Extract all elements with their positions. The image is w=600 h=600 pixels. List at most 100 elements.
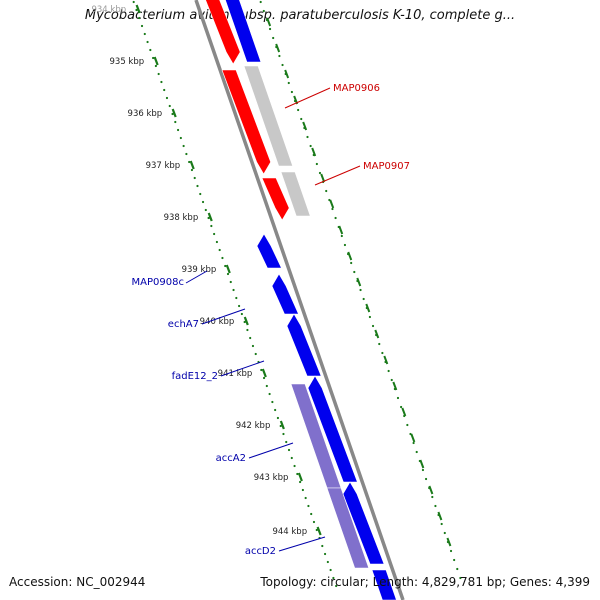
tick-labels: 934 kbp 935 kbp 936 kbp 937 kbp 938 kbp 939 k… [91, 5, 307, 537]
ring-dot [196, 184, 199, 188]
ring-dot [449, 549, 453, 553]
ring-dot [221, 256, 224, 260]
callout-line [185, 270, 208, 284]
ring-dot [340, 234, 343, 238]
gene-label-acca2[interactable]: accA2 [216, 453, 246, 464]
ring-dot [371, 324, 375, 328]
ring-dot [335, 584, 338, 588]
ring-dot [307, 504, 310, 508]
tick-label: 944 kbp [272, 527, 307, 537]
gene-label-map0908c[interactable]: MAP0908c [132, 277, 184, 288]
ring-dot [368, 315, 372, 319]
ring-dot [310, 512, 313, 516]
gene-feature-reverse[interactable] [371, 569, 397, 600]
map-title: Mycobacterium avium subsp. paratuberculo… [84, 8, 516, 23]
gene-feature-forward[interactable] [261, 177, 290, 221]
ring-dot [400, 405, 403, 409]
ring-dot [215, 240, 219, 244]
ring-dot [390, 378, 393, 382]
ring-dot [235, 296, 238, 300]
ring-dot [329, 568, 332, 572]
ring-dot [326, 560, 329, 564]
ring-dot [207, 216, 210, 220]
ring-tick [437, 511, 443, 521]
callout-line [220, 360, 265, 377]
ring-dot [343, 243, 347, 247]
ring-tick [320, 173, 326, 183]
gene-feature-grey[interactable] [243, 65, 294, 167]
tick-label: 939 kbp [182, 265, 217, 275]
ring-tick [311, 147, 317, 157]
ring-dot [243, 320, 246, 324]
callout-line [314, 165, 361, 186]
ring-dot [229, 280, 232, 284]
ring-dot [312, 520, 316, 524]
ring-tick [410, 433, 416, 443]
ring-dot [199, 192, 202, 196]
gene-feature-grey[interactable] [280, 171, 311, 217]
ring-tick [275, 43, 281, 53]
ring-dot [143, 32, 146, 36]
ring-dot [321, 544, 324, 548]
ring-dot [434, 504, 437, 508]
ring-dot [381, 351, 384, 355]
accession-text: Accession: NC_002944 [9, 575, 146, 589]
ring-dot [204, 208, 207, 212]
gene-label-map0906[interactable]: MAP0906 [333, 83, 380, 94]
ring-dot [304, 496, 307, 500]
ring-dot [459, 576, 462, 580]
gene-feature-forward[interactable] [221, 69, 272, 175]
gene-feature-reverse[interactable] [224, 0, 262, 63]
ring-dot [138, 16, 141, 20]
tick-label: 943 kbp [254, 473, 289, 483]
ring-tick [446, 537, 452, 547]
ring-dot [287, 81, 290, 85]
ring-dot [226, 272, 230, 276]
ring-tick [392, 381, 398, 391]
tick-mark [135, 4, 141, 14]
gene-feature-reverse[interactable] [307, 375, 358, 483]
callout-line [201, 308, 246, 325]
gene-label-map0907[interactable]: MAP0907 [363, 161, 410, 172]
ring-dot [163, 88, 166, 92]
ring-dot [353, 270, 356, 274]
ring-dot [246, 328, 249, 332]
gene-feature-reverse[interactable] [256, 233, 282, 269]
ring-tick [302, 121, 308, 131]
tick-mark [189, 160, 195, 170]
tick-mark [207, 212, 213, 222]
ring-dot [251, 344, 255, 348]
ring-dot [190, 168, 194, 172]
ring-dot [272, 36, 275, 40]
ring-tick [347, 251, 353, 261]
ring-dot [281, 63, 284, 67]
ring-dot [249, 336, 252, 340]
gene-label-accd2[interactable]: accD2 [245, 546, 276, 557]
gene-feature-reverse[interactable] [271, 273, 299, 315]
ring-dot [359, 288, 362, 292]
ring-dot [424, 477, 428, 481]
gene-feature-forward[interactable] [204, 0, 241, 65]
tick-mark [153, 56, 159, 66]
gene-label-echa7[interactable]: echA7 [168, 319, 199, 330]
gene-feature-purple[interactable] [326, 487, 370, 569]
ring-dot [290, 90, 293, 94]
ring-tick [374, 329, 380, 339]
ring-dot [278, 54, 281, 58]
ring-dot [165, 96, 169, 100]
genome-summary-text: Topology: circular; Length: 4,829,781 bp… [260, 575, 590, 589]
gene-label-fade12-2[interactable]: fadE12_2 [172, 371, 218, 382]
ring-dot [301, 488, 304, 492]
ring-dot [160, 80, 163, 84]
gene-feature-reverse[interactable] [342, 481, 385, 565]
ring-dot [415, 450, 418, 454]
gene-feature-reverse[interactable] [286, 313, 322, 377]
ring-dot [218, 248, 221, 252]
callout-line [278, 536, 326, 552]
ring-dot [146, 40, 149, 44]
ring-dot [350, 261, 353, 265]
ring-dot [254, 352, 257, 356]
ring-dot [334, 216, 337, 220]
dotted-ring-right [259, 0, 462, 580]
gene-features [204, 0, 397, 600]
